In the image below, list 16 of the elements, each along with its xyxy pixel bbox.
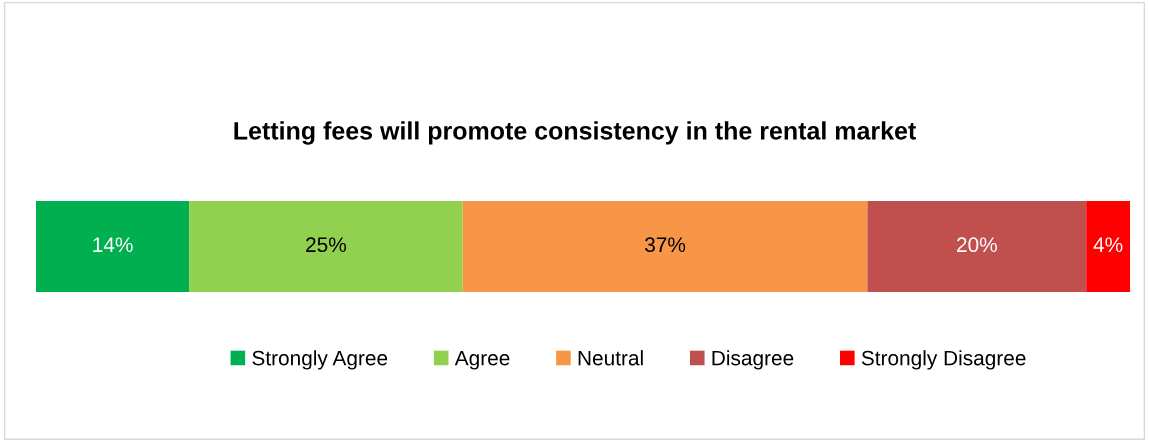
bar	[189, 201, 463, 292]
legend-label: Agree	[454, 350, 510, 370]
legend-label: Strongly Disagree	[861, 350, 1026, 370]
legend-label: Disagree	[712, 350, 794, 370]
legend-label: Neutral	[578, 350, 643, 366]
bar	[1086, 201, 1130, 292]
chart-title: Letting fees will promote consistency in the rental market	[234, 121, 916, 145]
bar	[36, 201, 190, 292]
data-label: 25%	[306, 237, 347, 253]
bar	[462, 201, 868, 292]
data-label: 20%	[957, 237, 997, 253]
legend-label: Strongly Agree	[252, 350, 388, 370]
data-label: 4%	[1093, 237, 1123, 253]
data-label: 37%	[645, 237, 686, 253]
bar	[867, 201, 1087, 292]
data-label: 14%	[93, 237, 133, 253]
